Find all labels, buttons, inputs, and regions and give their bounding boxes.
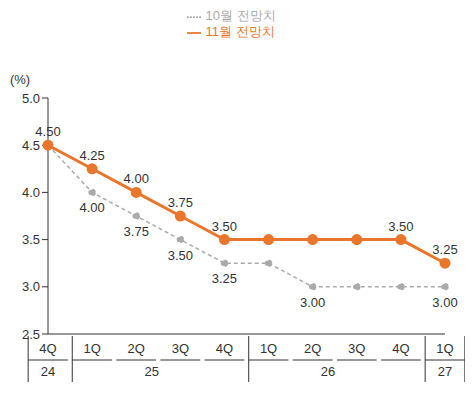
svg-text:3Q: 3Q [172, 341, 189, 356]
svg-text:5.0: 5.0 [22, 91, 40, 106]
svg-text:4Q: 4Q [392, 341, 409, 356]
svg-text:1Q: 1Q [260, 341, 277, 356]
svg-text:4Q: 4Q [39, 341, 56, 356]
svg-text:3.50: 3.50 [168, 248, 193, 263]
svg-text:3.0: 3.0 [22, 279, 40, 294]
svg-text:4.00: 4.00 [124, 171, 149, 186]
html-text:10월 전망치: 10월 전망치 [205, 8, 276, 23]
svg-text:4.0: 4.0 [22, 185, 40, 200]
svg-text:4.25: 4.25 [79, 148, 104, 163]
svg-text:3.25: 3.25 [432, 242, 457, 257]
svg-text:3Q: 3Q [348, 341, 365, 356]
svg-text:1Q: 1Q [83, 341, 100, 356]
svg-text:2Q: 2Q [128, 341, 145, 356]
svg-text:25: 25 [144, 364, 158, 379]
svg-text:3.25: 3.25 [212, 271, 237, 286]
svg-text:3.75: 3.75 [168, 195, 193, 210]
svg-text:3.00: 3.00 [300, 295, 325, 310]
svg-text:(%): (%) [10, 72, 30, 87]
svg-text:1Q: 1Q [436, 341, 453, 356]
svg-text:3.50: 3.50 [212, 219, 237, 234]
svg-text:4.50: 4.50 [35, 124, 60, 139]
svg-text:4.5: 4.5 [22, 138, 40, 153]
svg-text:26: 26 [321, 364, 335, 379]
svg-text:2Q: 2Q [304, 341, 321, 356]
svg-text:27: 27 [438, 364, 452, 379]
svg-text:4Q: 4Q [216, 341, 233, 356]
svg-text:3.5: 3.5 [22, 232, 40, 247]
svg-text:3.75: 3.75 [124, 224, 149, 239]
svg-text:24: 24 [41, 364, 55, 379]
svg-text:3.50: 3.50 [388, 219, 413, 234]
html-text:11월 전망치: 11월 전망치 [205, 24, 275, 39]
svg-text:2.5: 2.5 [22, 327, 40, 342]
svg-text:3.00: 3.00 [432, 295, 457, 310]
svg-text:4.00: 4.00 [79, 200, 104, 215]
